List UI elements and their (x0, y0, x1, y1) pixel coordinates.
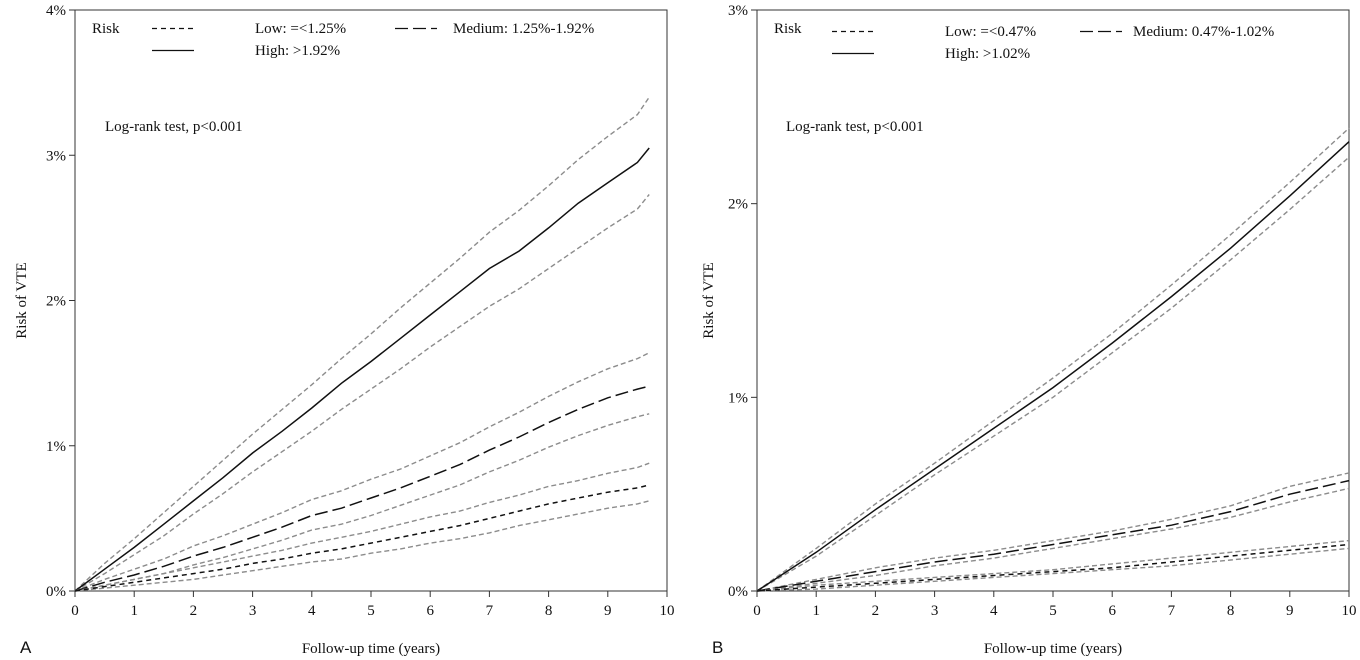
panel-label: B (712, 638, 723, 657)
x-tick-label: 8 (1227, 603, 1235, 619)
ci-band-upper (74, 462, 650, 592)
y-tick-label: 3% (728, 3, 748, 19)
x-axis-label: Follow-up time (years) (984, 641, 1122, 657)
x-tick-label: 7 (1168, 603, 1176, 619)
x-tick-label: 2 (872, 603, 880, 619)
x-tick-label: 1 (130, 603, 138, 619)
estimate-line (756, 543, 1350, 592)
y-axis-label: Risk of VTE (14, 262, 30, 338)
x-tick-label: 3 (931, 603, 939, 619)
log-rank-annotation: Log-rank test, p<0.001 (786, 119, 924, 135)
y-tick-label: 2% (46, 294, 66, 310)
series-high (756, 127, 1350, 592)
y-tick-label: 4% (46, 3, 66, 19)
legend-title: Risk (774, 21, 802, 37)
x-tick-label: 10 (660, 603, 675, 619)
estimate-line (756, 479, 1350, 592)
legend-entry-label: Low: =<1.25% (255, 21, 346, 37)
legend-entry-label: Low: =<0.47% (945, 24, 1036, 40)
x-tick-label: 4 (308, 603, 316, 619)
series-medium (74, 352, 650, 592)
panel-b: 0 1 2 3 4 5 6 7 8 9 10 0% 1% 2% 3% Follow-up time (year… (701, 3, 1357, 657)
x-tick-label: 6 (426, 603, 434, 619)
x-tick-label: 1 (812, 603, 820, 619)
ci-band-lower (74, 413, 650, 592)
legend-entry-label: Medium: 1.25%-1.92% (453, 21, 594, 37)
x-tick-label: 5 (1049, 603, 1057, 619)
x-tick-label: 5 (367, 603, 375, 619)
x-tick-label: 4 (990, 603, 998, 619)
y-axis-label: Risk of VTE (701, 262, 717, 338)
ci-band-upper (756, 472, 1350, 592)
ci-band-upper (756, 127, 1350, 592)
estimate-line (74, 385, 650, 592)
x-tick-label: 10 (1342, 603, 1357, 619)
x-tick-label: 8 (545, 603, 553, 619)
legend: Risk Low: =<0.47% Medium: 0.47%-1.02% High:… (774, 21, 1274, 62)
panel-a: 0 1 2 3 4 5 6 7 8 9 10 0% 1% 2% 3% 4% Follow-up time (ye… (14, 3, 675, 657)
legend-title: Risk (92, 21, 120, 37)
panel-label: A (20, 638, 32, 657)
ci-band-upper (74, 352, 650, 592)
series-medium (756, 472, 1350, 592)
x-tick-label: 7 (486, 603, 494, 619)
series-high (74, 96, 650, 592)
y-tick-label: 1% (46, 439, 66, 455)
log-rank-annotation: Log-rank test, p<0.001 (105, 119, 243, 135)
plot-frame (756, 9, 1350, 592)
ci-band-lower (756, 156, 1350, 592)
estimate-line (74, 484, 650, 592)
ci-band-upper (756, 539, 1350, 592)
y-tick-label: 3% (46, 148, 66, 164)
x-tick-label: 9 (604, 603, 612, 619)
x-tick-label: 0 (753, 603, 761, 619)
y-tick-label: 1% (728, 390, 748, 406)
ci-band-lower (74, 500, 650, 592)
x-axis-label: Follow-up time (years) (302, 641, 440, 657)
legend-entry-label: Medium: 0.47%-1.02% (1133, 24, 1274, 40)
y-tick-label: 0% (46, 584, 66, 600)
y-tick-label: 0% (728, 584, 748, 600)
x-tick-label: 3 (249, 603, 257, 619)
ci-band-lower (756, 487, 1350, 592)
x-tick-label: 6 (1108, 603, 1116, 619)
y-tick-label: 2% (728, 197, 748, 213)
legend: Risk Low: =<1.25% Medium: 1.25%-1.92% High:… (92, 21, 594, 59)
x-tick-label: 0 (71, 603, 79, 619)
x-tick-label: 9 (1286, 603, 1294, 619)
legend-entry-label: High: >1.92% (255, 43, 340, 59)
series-low (756, 539, 1350, 592)
estimate-line (756, 141, 1350, 592)
x-tick-label: 2 (190, 603, 198, 619)
plot-frame (74, 9, 668, 592)
ci-band-upper (74, 96, 650, 592)
ci-band-lower (74, 194, 650, 592)
legend-entry-label: High: >1.02% (945, 46, 1030, 62)
estimate-line (74, 147, 650, 592)
ci-band-lower (756, 547, 1350, 592)
series-low (74, 462, 650, 592)
